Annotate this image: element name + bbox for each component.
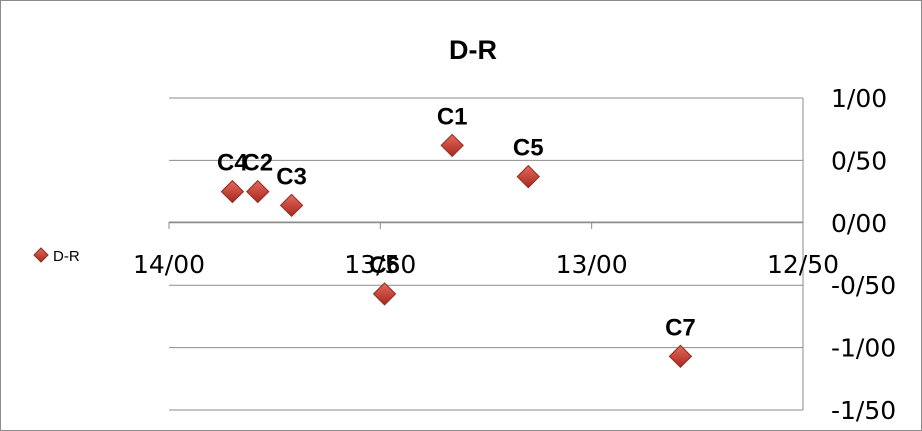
x-tick-label: 13/50 (344, 250, 416, 279)
data-point-marker (246, 179, 270, 204)
y-tick-label: 1/00 (831, 84, 887, 113)
legend: D-R (33, 247, 80, 265)
x-tick-label: 12/50 (767, 250, 839, 279)
data-point-label: C3 (276, 163, 307, 190)
y-tick-label: -0/50 (831, 271, 896, 300)
grid-lines (169, 97, 803, 411)
y-tick-label: -1/50 (831, 396, 896, 425)
data-point-label: C6 (369, 252, 400, 279)
data-point-label: C5 (513, 135, 544, 162)
y-tick-label: 0/00 (831, 209, 887, 238)
data-point-label: C4 (217, 150, 248, 177)
data-point-marker (516, 164, 540, 189)
data-point-marker (668, 344, 693, 369)
data-point-label: C1 (437, 103, 468, 130)
y-tick-label: 0/50 (831, 146, 887, 175)
chart-title: D-R (449, 35, 497, 65)
x-tick-label: 13/00 (556, 250, 628, 279)
legend-marker-icon (33, 247, 49, 263)
data-point-marker (279, 193, 304, 218)
axes: 1/00 0/50 0/00 -0/50 -1/00 -1/50 14/00 13/50 13/… (133, 84, 896, 425)
legend-entry: D-R (53, 248, 80, 265)
y-tick-label: -1/00 (831, 334, 896, 363)
data-point-marker (440, 133, 464, 158)
data-point-marker (220, 179, 245, 204)
x-tick-label: 14/00 (133, 250, 205, 279)
data-point-label: C2 (242, 150, 273, 177)
data-point-label: C7 (665, 314, 696, 341)
data-point-marker (372, 282, 397, 306)
